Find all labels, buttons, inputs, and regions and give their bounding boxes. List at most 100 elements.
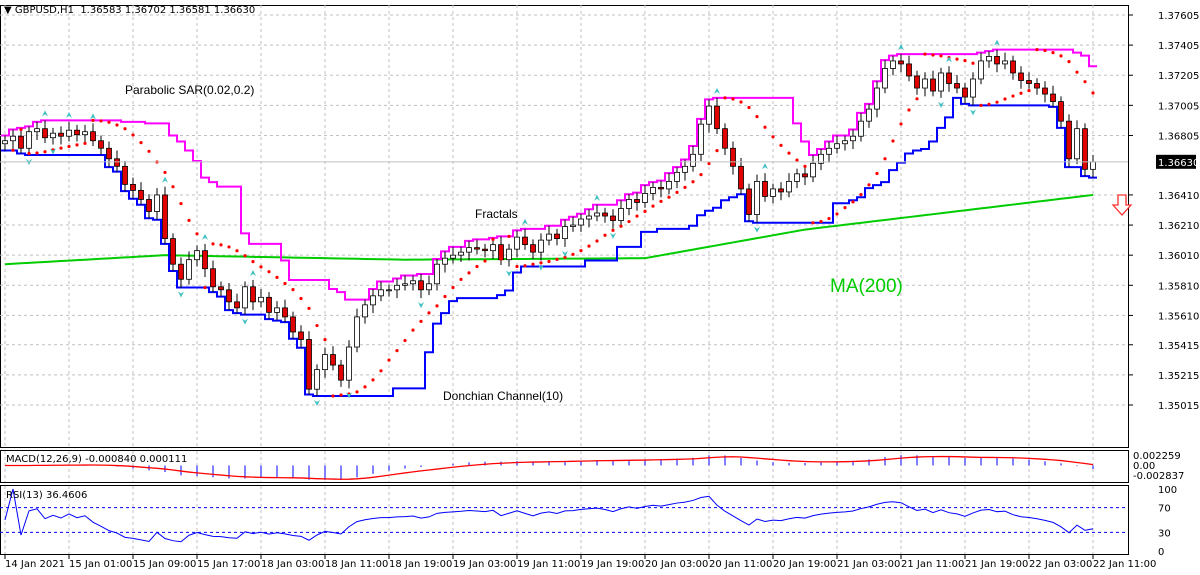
candle — [58, 132, 64, 137]
sar-dot — [227, 245, 231, 249]
sar-dot — [219, 243, 223, 247]
candle — [210, 268, 216, 288]
fractal-up-icon — [162, 176, 168, 183]
sar-dot — [1067, 60, 1071, 64]
candle — [458, 251, 464, 256]
sar-dot — [115, 123, 119, 127]
sar-dot — [1083, 80, 1087, 84]
candle — [1082, 128, 1088, 170]
candle — [850, 135, 856, 142]
candle — [514, 236, 520, 250]
candle — [754, 180, 760, 215]
candle — [570, 224, 576, 227]
sar-dot — [771, 135, 775, 139]
sar-dot — [659, 199, 663, 203]
candle — [34, 128, 40, 133]
candle — [858, 120, 864, 137]
candle — [474, 247, 480, 250]
fractal-up-icon — [90, 113, 96, 120]
sar-dot — [323, 338, 327, 342]
donchian-annotation: Donchian Channel(10) — [443, 389, 564, 403]
sar-dot — [563, 255, 567, 259]
sar-dot — [539, 261, 543, 265]
x-tick-label: 19 Jan 11:00 — [517, 559, 580, 570]
sar-dot — [747, 105, 751, 110]
candle — [450, 254, 456, 259]
sar-dot — [19, 127, 23, 132]
sar-dot — [267, 270, 271, 274]
sar-dot — [435, 304, 439, 308]
candle — [970, 78, 976, 98]
macd-tick-label: -0.002837 — [1133, 471, 1184, 482]
rsi-tick-label: 0 — [1158, 547, 1164, 558]
candle — [938, 72, 944, 92]
sar-dot — [179, 201, 183, 206]
sar-dot — [307, 306, 311, 310]
sar-dot — [691, 180, 695, 184]
sar-dot — [259, 265, 263, 269]
sar-dot — [619, 224, 623, 228]
sar-dot — [1027, 89, 1031, 93]
candle — [266, 296, 272, 313]
sar-dot — [787, 151, 791, 155]
sar-dot — [1091, 91, 1095, 95]
fractal-down-icon — [610, 232, 616, 239]
sar-dot — [595, 239, 599, 243]
sar-dot — [971, 61, 975, 65]
sar-dot — [723, 96, 727, 100]
x-tick-label: 22 Jan 03:00 — [1029, 559, 1092, 570]
rsi-tick-label: 100 — [1158, 485, 1177, 496]
sell-arrow-icon — [1111, 194, 1133, 216]
candle — [106, 147, 112, 160]
ma-annotation: MA(200) — [830, 276, 903, 297]
candle — [874, 87, 880, 110]
candle — [714, 105, 720, 130]
candle — [586, 215, 592, 220]
candle — [690, 153, 696, 167]
fractal-up-icon — [714, 87, 720, 94]
candle — [50, 132, 56, 139]
x-tick-label: 20 Jan 11:00 — [709, 559, 772, 570]
sar-dot — [515, 264, 519, 269]
sar-dot — [371, 378, 375, 382]
sar-dot — [739, 100, 743, 104]
sar-dot — [955, 57, 959, 61]
fractal-down-icon — [562, 250, 568, 257]
candle — [362, 304, 368, 318]
rsi-tick-label: 70 — [1158, 504, 1171, 515]
sar-dot — [571, 252, 575, 256]
dropdown-icon[interactable]: ▼ — [4, 5, 15, 16]
candle — [1074, 128, 1080, 160]
sar-dot — [579, 248, 583, 253]
x-tick-label: 19 Jan 03:00 — [453, 559, 516, 570]
candle — [1050, 93, 1056, 102]
fractal-up-icon — [250, 270, 256, 277]
sar-dot — [667, 195, 671, 199]
rsi-line — [4, 488, 1094, 543]
candle — [658, 187, 664, 190]
sar-dot — [523, 264, 527, 268]
sar-dot — [1011, 94, 1015, 98]
candle — [786, 180, 792, 193]
symbol-label: GBPUSD,H1 — [14, 5, 74, 16]
sar-dot — [683, 185, 687, 189]
sar-dot — [795, 158, 799, 162]
sar-dot — [235, 249, 239, 253]
sar-dot — [35, 151, 39, 155]
sar-dot — [283, 281, 287, 286]
candle — [442, 257, 448, 265]
candle — [154, 194, 160, 212]
y-tick-label: 1.35215 — [1158, 371, 1199, 382]
candle — [778, 188, 784, 193]
fractal-up-icon — [66, 111, 72, 118]
macd-label: MACD(12,26,9) -0.000840 0.000111 — [6, 454, 188, 465]
candle — [410, 280, 416, 285]
sar-dot — [627, 219, 631, 224]
fractal-down-icon — [506, 270, 512, 277]
sar-dot — [299, 296, 303, 301]
candle — [610, 215, 616, 221]
fractal-up-icon — [762, 163, 768, 170]
candle — [98, 140, 104, 149]
sar-dot — [75, 143, 79, 147]
